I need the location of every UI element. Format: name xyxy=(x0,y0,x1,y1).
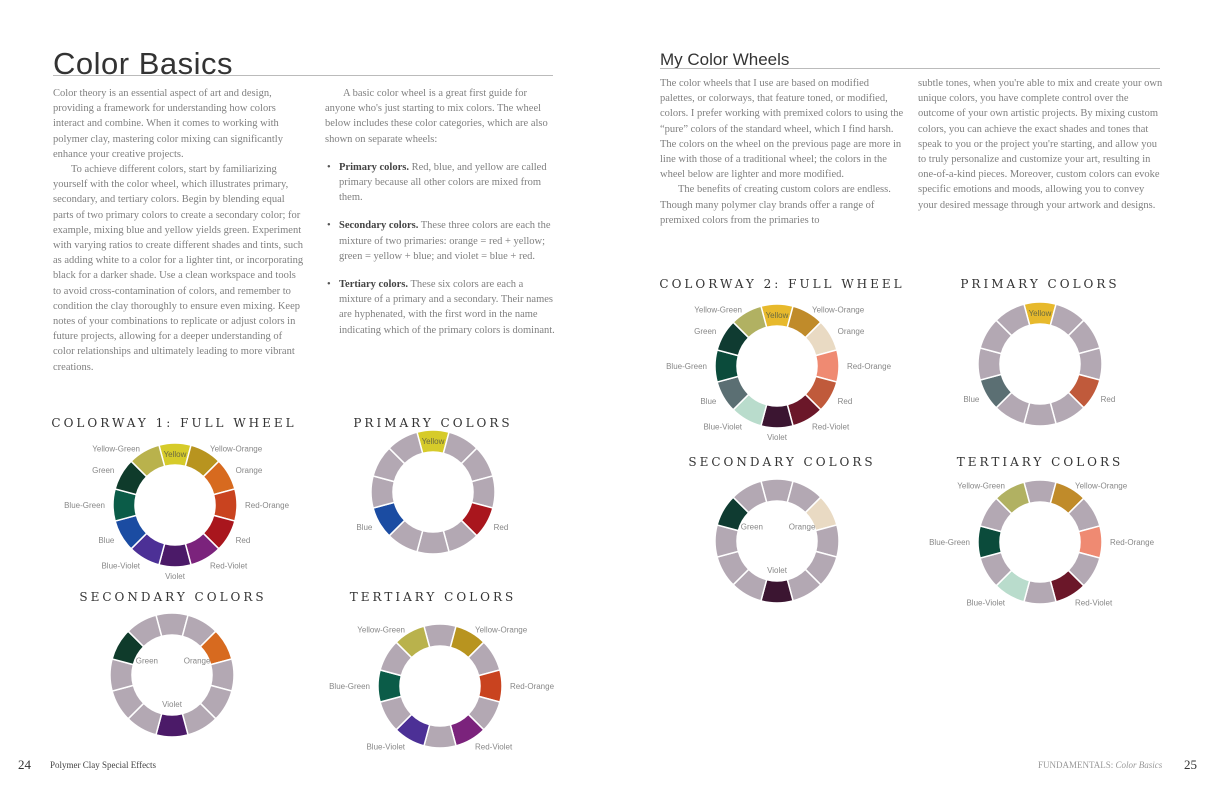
segment-label: Yellow-Orange xyxy=(475,625,528,634)
book-title: Polymer Clay Special Effects xyxy=(50,760,157,770)
page-title: Color Basics xyxy=(53,46,233,81)
wheel-title: COLORWAY 1: FULL WHEEL xyxy=(51,416,297,430)
segment-label: Violet xyxy=(767,433,788,442)
segment-label: Yellow-Green xyxy=(357,625,405,634)
bullet-secondary: Secondary colors. These three colors are… xyxy=(325,218,555,264)
segment-label: Yellow-Green xyxy=(957,481,1005,490)
wheel-title: PRIMARY COLORS xyxy=(353,416,513,430)
segment-label: Yellow xyxy=(422,437,445,446)
section-title: My Color Wheels xyxy=(660,50,790,69)
segment-label: Yellow xyxy=(1029,309,1052,318)
segment-label: Orange xyxy=(184,657,211,666)
segment-label: Blue xyxy=(700,397,717,406)
segment-label: Red xyxy=(236,536,251,545)
segment-yellow-green xyxy=(995,303,1031,337)
segment-label: Orange xyxy=(789,523,816,532)
wheel-title: SECONDARY COLORS xyxy=(688,455,876,469)
segment-label: Blue-Green xyxy=(64,501,105,510)
segment-label: Red-Violet xyxy=(475,743,513,752)
segment-label: Blue-Green xyxy=(666,362,707,371)
segment-label: Red-Orange xyxy=(510,682,555,691)
segment-label: Red-Orange xyxy=(1110,538,1155,547)
color-wheel-w2-primary: Yellow Red Blue xyxy=(963,301,1116,427)
left-column-1: Color theory is an essential aspect of a… xyxy=(53,86,305,375)
segment-label: Red-Violet xyxy=(812,423,850,432)
segment-label: Red xyxy=(1101,395,1116,404)
segment-label: Blue-Green xyxy=(329,682,370,691)
segment-label: Red xyxy=(838,397,853,406)
paragraph: To achieve different colors, start by fa… xyxy=(53,164,304,373)
segment-label: Blue-Violet xyxy=(703,423,742,432)
segment-yellow-green xyxy=(732,305,768,339)
segment-label: Yellow-Green xyxy=(92,444,140,453)
paragraph: subtle tones, when you're able to mix an… xyxy=(918,78,1163,211)
left-column-2: A basic color wheel is a great first gui… xyxy=(325,86,555,338)
running-head: FUNDAMENTALS: Color Basics xyxy=(1038,760,1163,770)
paragraph: A basic color wheel is a great first gui… xyxy=(325,88,548,145)
segment-label: Yellow-Orange xyxy=(210,444,263,453)
right-column-1: The color wheels that I use are based on… xyxy=(660,76,906,228)
segment-label: Yellow-Orange xyxy=(1075,481,1128,490)
segment-yellow-green xyxy=(130,444,166,478)
segment-yellow-green xyxy=(732,480,768,514)
segment-label: Blue xyxy=(963,395,980,404)
paragraph: The color wheels that I use are based on… xyxy=(660,78,904,181)
page-number-left: 24 xyxy=(18,757,31,772)
color-wheel-w1-secondary: Orange Violet Green xyxy=(109,612,235,738)
segment-label: Yellow xyxy=(164,450,187,459)
segment-label: Blue-Violet xyxy=(366,743,405,752)
segment-label: Yellow xyxy=(766,311,789,320)
color-wheel-w2-tertiary: Yellow-Orange Red-Orange Red-Violet Blue-Vi… xyxy=(929,479,1155,608)
segment-label: Red-Violet xyxy=(1075,599,1113,608)
segment-yellow-green xyxy=(127,614,163,648)
segment-yellow-green xyxy=(388,431,424,465)
section-rule xyxy=(660,68,1160,69)
title-rule xyxy=(53,75,553,76)
segment-label: Violet xyxy=(767,566,788,575)
bullet-tertiary: Tertiary colors. These six colors are ea… xyxy=(325,277,555,338)
segment-label: Green xyxy=(741,523,763,532)
segment-label: Yellow-Green xyxy=(694,305,742,314)
color-wheel-w1-primary: Yellow Red Blue xyxy=(356,429,509,555)
segment-label: Yellow-Orange xyxy=(812,305,865,314)
right-column-2: subtle tones, when you're able to mix an… xyxy=(918,76,1166,213)
segment-label: Violet xyxy=(162,700,183,709)
segment-label: Red-Orange xyxy=(847,362,892,371)
segment-label: Blue-Green xyxy=(929,538,970,547)
segment-label: Green xyxy=(92,466,114,475)
segment-label: Blue xyxy=(356,523,373,532)
segment-label: Red xyxy=(494,523,509,532)
wheel-title: PRIMARY COLORS xyxy=(960,277,1120,291)
segment-label: Blue xyxy=(98,536,115,545)
wheel-title: TERTIARY COLORS xyxy=(349,590,517,604)
segment-label: Red-Orange xyxy=(245,501,290,510)
wheel-title: COLORWAY 2: FULL WHEEL xyxy=(659,277,905,291)
color-wheel-w1-tertiary: Yellow-Orange Red-Orange Red-Violet Blue-Vi… xyxy=(329,623,555,752)
segment-label: Orange xyxy=(838,327,865,336)
segment-yellow-green xyxy=(995,481,1031,515)
segment-label: Blue-Violet xyxy=(101,562,140,571)
segment-label: Green xyxy=(694,327,716,336)
bullet-primary: Primary colors. Red, blue, and yellow ar… xyxy=(325,160,555,206)
segment-label: Green xyxy=(136,657,158,666)
wheel-title: TERTIARY COLORS xyxy=(956,455,1124,469)
color-wheel-w1-full: Yellow Yellow-Orange Orange Red-Orange Red Re… xyxy=(64,442,290,581)
wheel-title: SECONDARY COLORS xyxy=(79,590,267,604)
segment-label: Violet xyxy=(165,572,186,581)
color-wheel-w2-secondary: Orange Violet Green xyxy=(714,478,840,604)
segment-label: Blue-Violet xyxy=(966,599,1005,608)
segment-yellow-green xyxy=(395,625,431,659)
color-wheel-w2-full: Yellow Yellow-Orange Orange Red-Orange Red Re… xyxy=(666,303,892,442)
page-number-right: 25 xyxy=(1184,757,1197,772)
segment-label: Red-Violet xyxy=(210,562,248,571)
segment-label: Orange xyxy=(236,466,263,475)
paragraph: The benefits of creating custom colors a… xyxy=(660,184,891,226)
paragraph: Color theory is an essential aspect of a… xyxy=(53,88,283,160)
